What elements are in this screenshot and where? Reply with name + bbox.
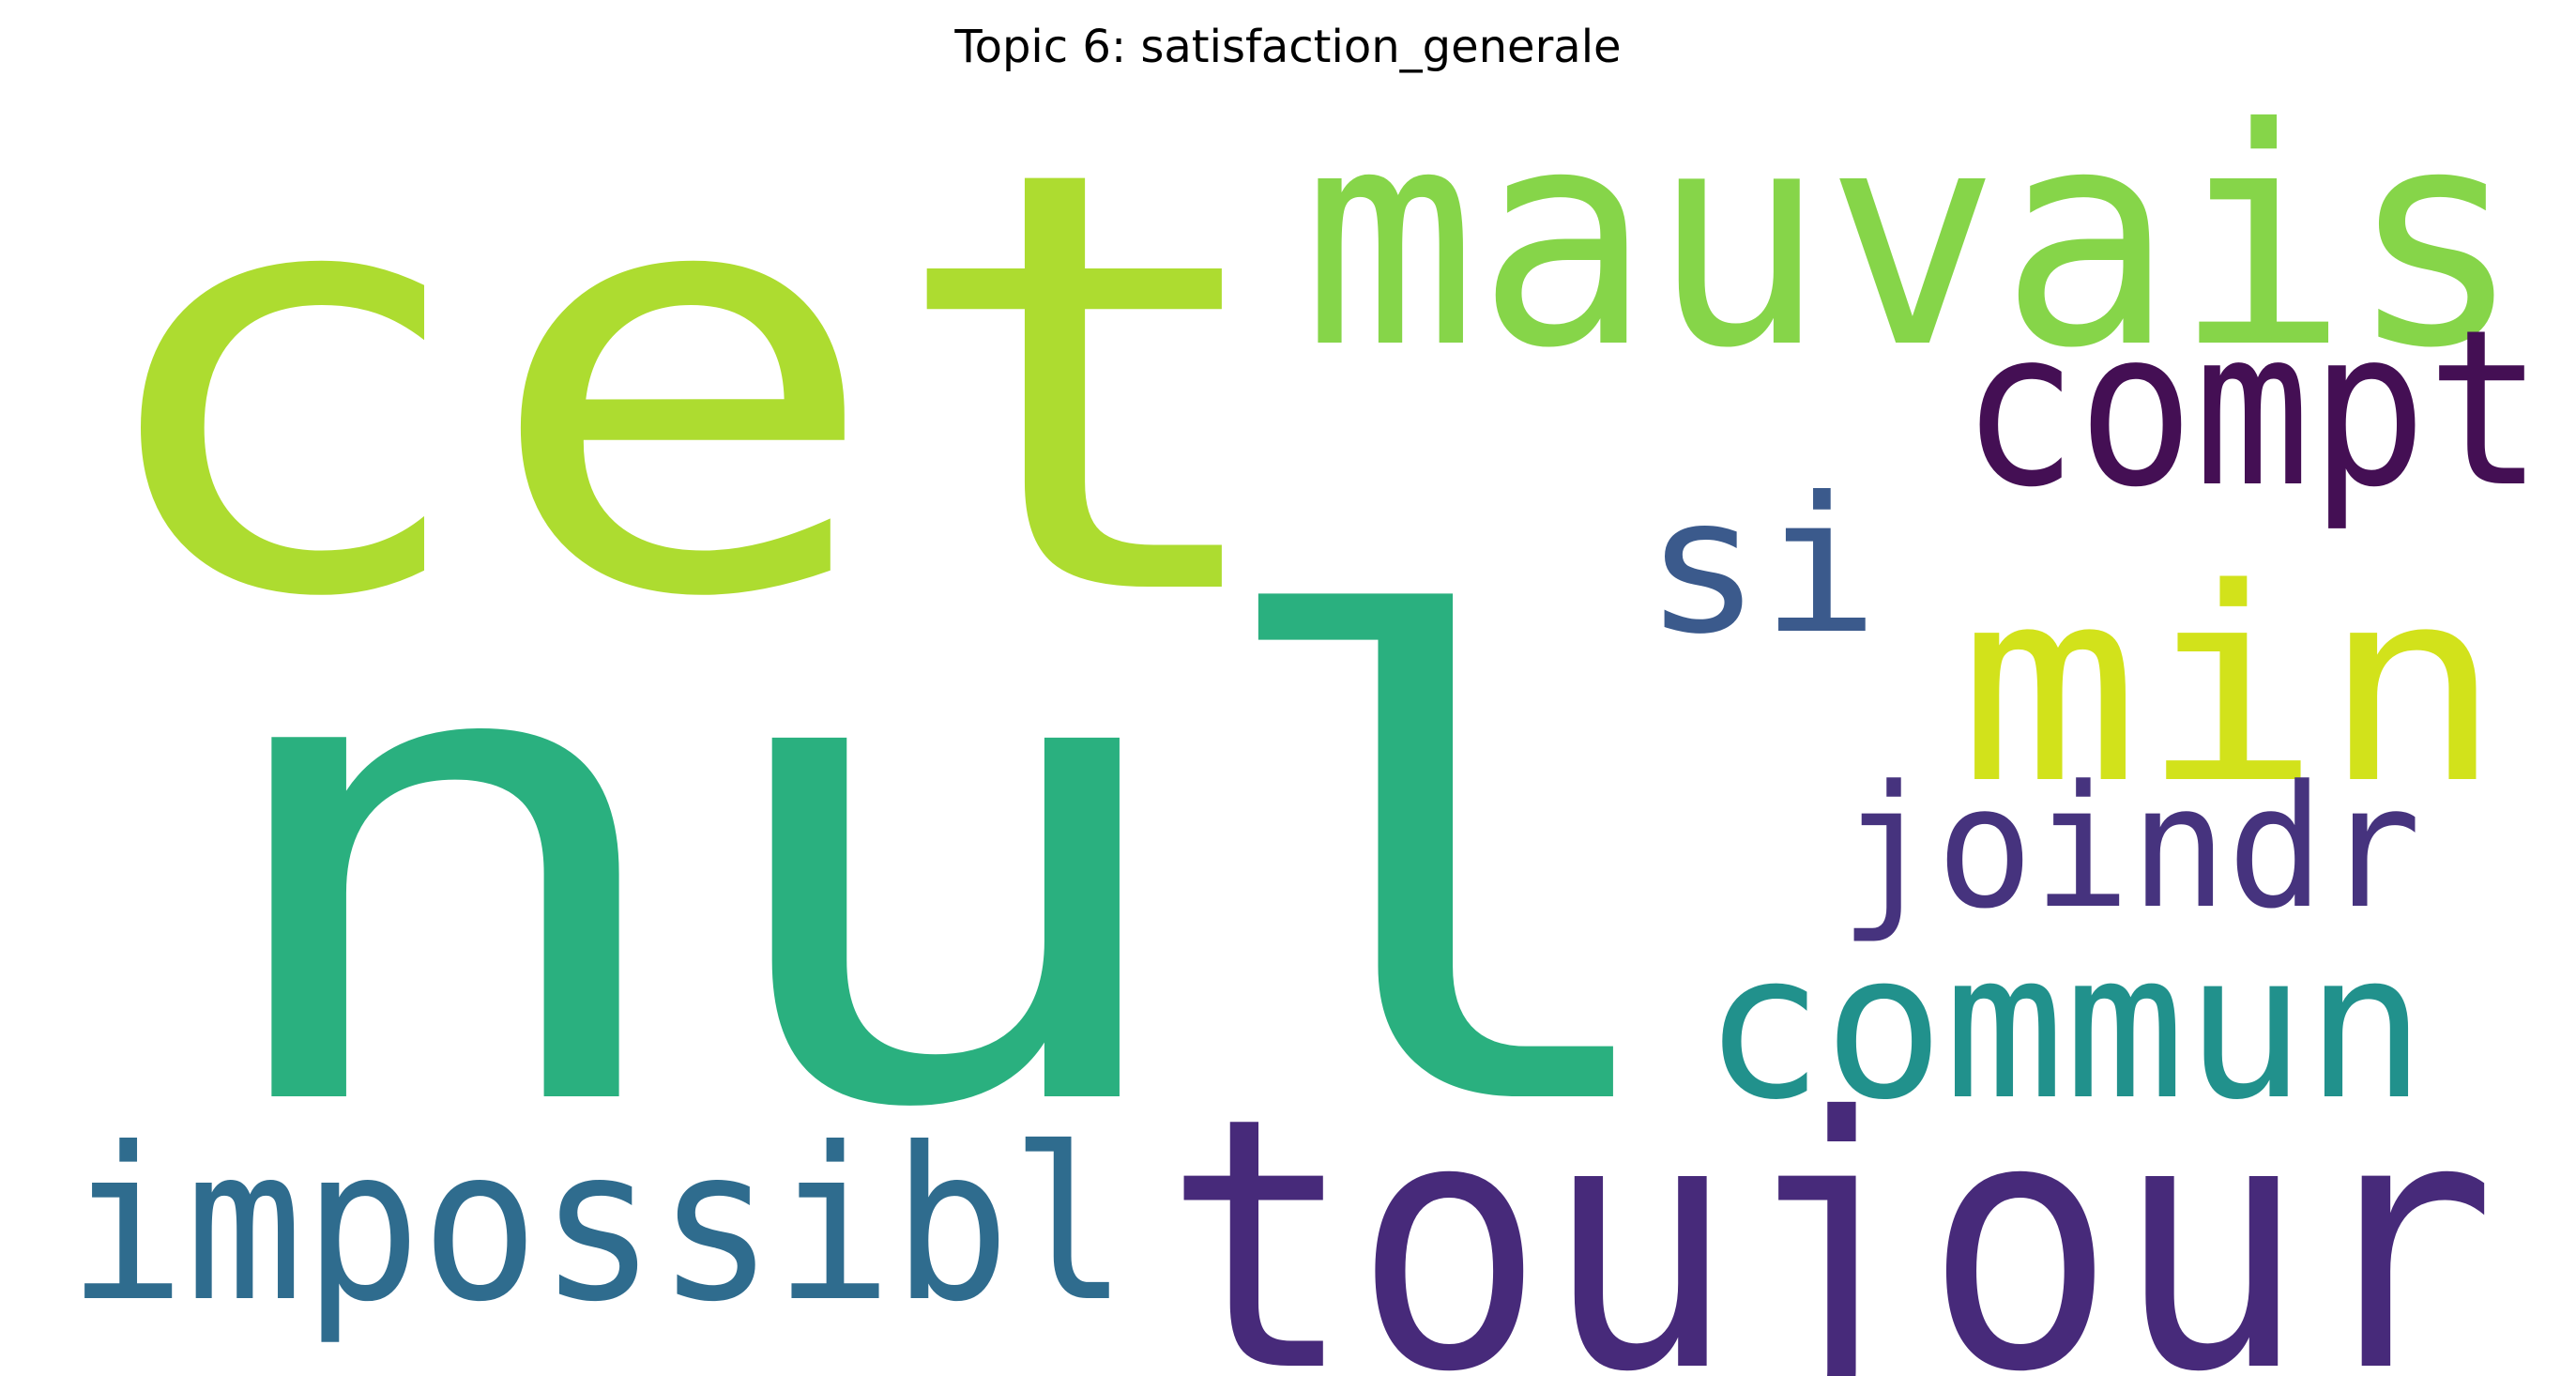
word-min: min — [1959, 531, 2503, 843]
word-nul: nul — [192, 487, 1694, 1252]
word-impossibl: impossibl — [68, 1103, 1128, 1349]
word-si: si — [1644, 457, 1879, 676]
word-toujour: mauvais — [1303, 65, 2523, 414]
word-mauvais: toujour — [1164, 1045, 2496, 1376]
figure-title: Topic 6: satisfaction_generale — [954, 21, 1622, 73]
word-compt: compt — [1961, 284, 2543, 535]
word-joindr: joindr — [1839, 750, 2421, 946]
word-cet: cet — [77, 48, 1288, 725]
word-commun: commun — [1703, 909, 2426, 1144]
